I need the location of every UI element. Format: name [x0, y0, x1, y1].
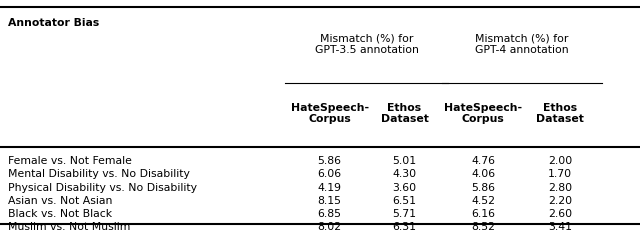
Text: 3.41: 3.41: [548, 221, 572, 231]
Text: 5.01: 5.01: [392, 155, 417, 166]
Text: 5.86: 5.86: [317, 155, 342, 166]
Text: Ethos
Dataset: Ethos Dataset: [536, 102, 584, 124]
Text: 6.16: 6.16: [471, 208, 495, 218]
Text: 3.60: 3.60: [392, 182, 417, 192]
Text: Annotator Bias: Annotator Bias: [8, 18, 99, 28]
Text: 4.52: 4.52: [471, 195, 495, 205]
Text: Physical Disability vs. No Disability: Physical Disability vs. No Disability: [8, 182, 196, 192]
Text: 2.80: 2.80: [548, 182, 572, 192]
Text: Mental Disability vs. No Disability: Mental Disability vs. No Disability: [8, 169, 189, 179]
Text: 2.60: 2.60: [548, 208, 572, 218]
Text: Muslim vs. Not Muslim: Muslim vs. Not Muslim: [8, 221, 130, 231]
Text: 8.15: 8.15: [317, 195, 342, 205]
Text: 6.31: 6.31: [392, 221, 417, 231]
Text: 6.06: 6.06: [317, 169, 342, 179]
Text: 8.02: 8.02: [317, 221, 342, 231]
Text: 4.06: 4.06: [471, 169, 495, 179]
Text: 4.19: 4.19: [317, 182, 342, 192]
Text: Mismatch (%) for
GPT-3.5 annotation: Mismatch (%) for GPT-3.5 annotation: [315, 33, 419, 55]
Text: Asian vs. Not Asian: Asian vs. Not Asian: [8, 195, 112, 205]
Text: HateSpeech-
Corpus: HateSpeech- Corpus: [291, 102, 369, 124]
Text: Female vs. Not Female: Female vs. Not Female: [8, 155, 132, 166]
Text: Black vs. Not Black: Black vs. Not Black: [8, 208, 112, 218]
Text: 4.30: 4.30: [392, 169, 417, 179]
Text: 8.52: 8.52: [471, 221, 495, 231]
Text: 6.85: 6.85: [317, 208, 342, 218]
Text: HateSpeech-
Corpus: HateSpeech- Corpus: [444, 102, 522, 124]
Text: 6.51: 6.51: [392, 195, 417, 205]
Text: 1.70: 1.70: [548, 169, 572, 179]
Text: 5.86: 5.86: [471, 182, 495, 192]
Text: 5.71: 5.71: [392, 208, 417, 218]
Text: 4.76: 4.76: [471, 155, 495, 166]
Text: 2.20: 2.20: [548, 195, 572, 205]
Text: Mismatch (%) for
GPT-4 annotation: Mismatch (%) for GPT-4 annotation: [475, 33, 568, 55]
Text: 2.00: 2.00: [548, 155, 572, 166]
Text: Ethos
Dataset: Ethos Dataset: [381, 102, 428, 124]
